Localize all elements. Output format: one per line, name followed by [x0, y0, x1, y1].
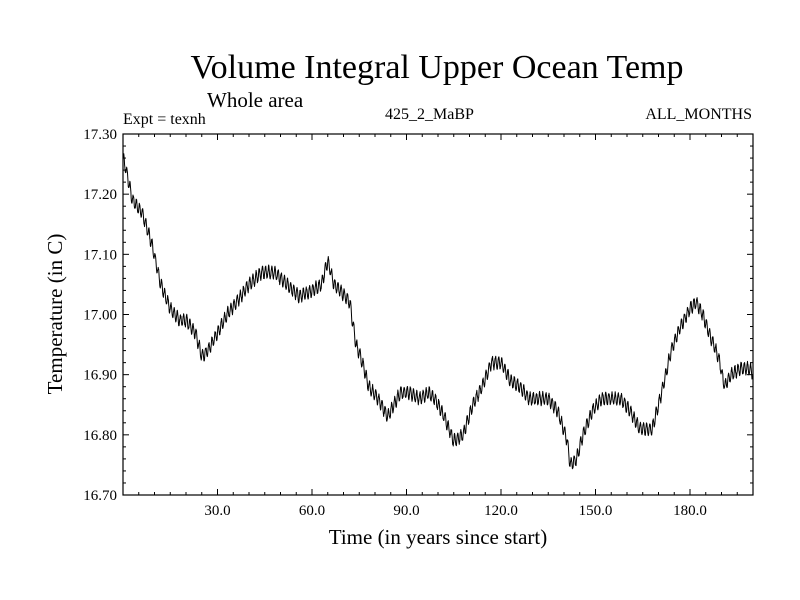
x-tick-label: 60.0 — [299, 503, 325, 519]
run-label: 425_2_MaBP — [385, 106, 474, 123]
x-tick-label: 90.0 — [393, 503, 419, 519]
x-tick-label: 30.0 — [204, 503, 230, 519]
series-line — [122, 153, 754, 470]
x-axis: 30.0 60.0 90.0 120.0 150.0 180.0 — [138, 134, 738, 519]
plot-frame — [122, 133, 754, 496]
y-tick-label: 17.30 — [83, 127, 117, 143]
y-tick-label: 17.10 — [83, 247, 117, 263]
x-tick-label: 120.0 — [484, 503, 518, 519]
y-tick-label: 16.90 — [83, 368, 117, 384]
y-axis-label: Temperature (in C) — [43, 234, 67, 395]
expt-label: Expt = texnh — [123, 111, 206, 128]
y-tick-label: 16.70 — [83, 488, 117, 504]
chart-title: Volume Integral Upper Ocean Temp — [191, 49, 684, 86]
y-tick-label: 17.20 — [83, 187, 117, 203]
chart-subtitle: Whole area — [207, 88, 304, 112]
y-tick-label: 16.80 — [83, 428, 117, 444]
months-label: ALL_MONTHS — [645, 106, 752, 123]
x-axis-label: Time (in years since start) — [329, 525, 548, 549]
plot-area — [122, 133, 754, 496]
x-tick-label: 180.0 — [673, 503, 707, 519]
x-tick-label: 150.0 — [579, 503, 613, 519]
y-axis: 16.70 16.80 16.90 17.00 17.10 17.20 17.30 — [83, 127, 753, 504]
y-tick-label: 17.00 — [83, 308, 117, 324]
